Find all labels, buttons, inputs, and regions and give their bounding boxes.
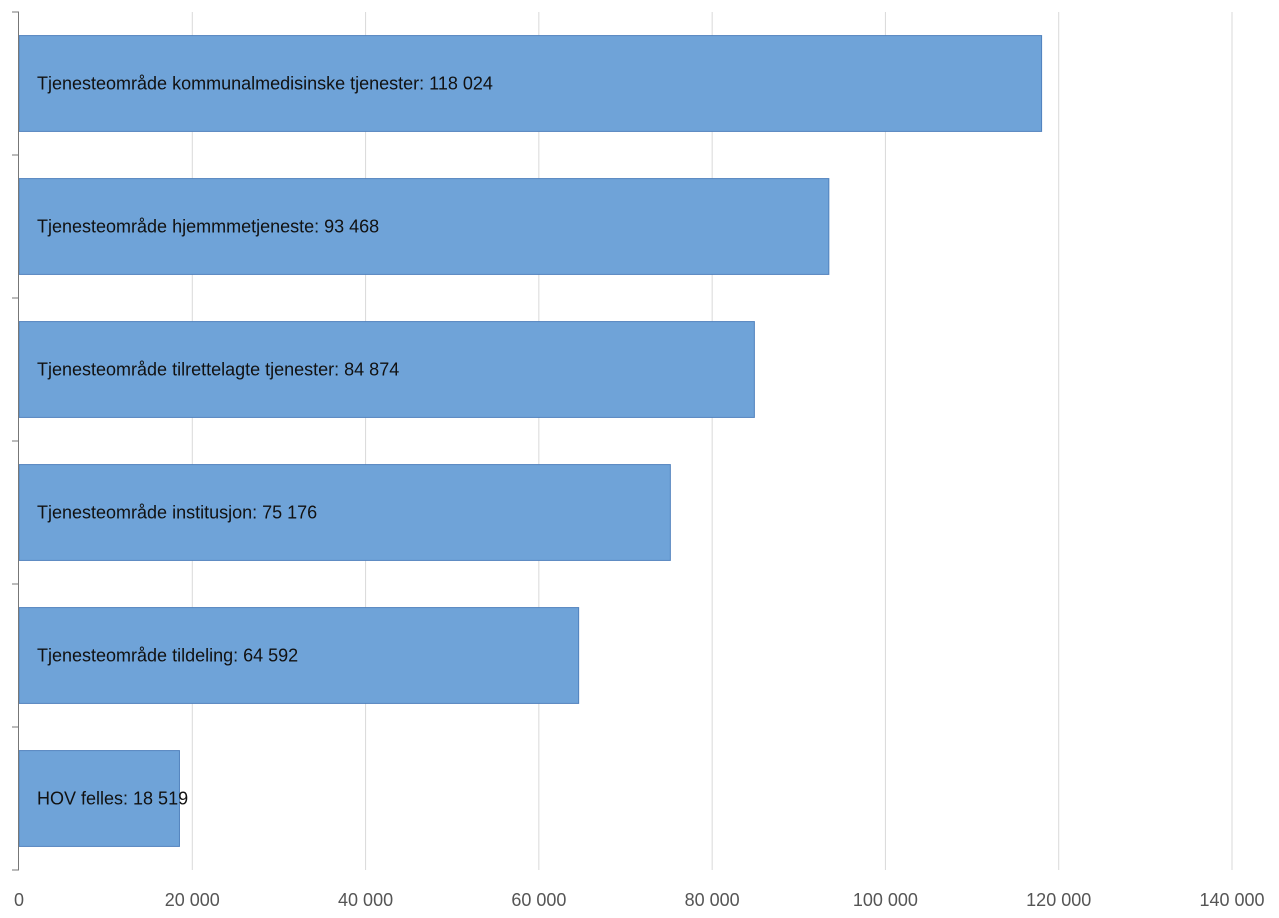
x-tick-label: 20 000 xyxy=(165,890,220,910)
x-tick-label: 120 000 xyxy=(1026,890,1091,910)
bar xyxy=(18,321,755,418)
data-labels: Tjenesteområde kommunalmedisinske tjenes… xyxy=(37,74,493,809)
bar-label: Tjenesteområde hjemmmetjeneste: 93 468 xyxy=(37,217,379,237)
bar xyxy=(18,178,830,275)
bar-label: Tjenesteområde institusjon: 75 176 xyxy=(37,503,317,523)
bar xyxy=(18,750,180,847)
bars xyxy=(18,35,1043,847)
x-tick-label: 60 000 xyxy=(511,890,566,910)
x-tick-label: 80 000 xyxy=(685,890,740,910)
x-tick-label: 40 000 xyxy=(338,890,393,910)
x-tick-label: 140 000 xyxy=(1199,890,1264,910)
x-tick-label: 100 000 xyxy=(853,890,918,910)
bar-label: HOV felles: 18 519 xyxy=(37,789,188,809)
x-tick-label: 0 xyxy=(14,890,24,910)
bar-label: Tjenesteområde tildeling: 64 592 xyxy=(37,646,298,666)
bar-label: Tjenesteområde tilrettelagte tjenester: … xyxy=(37,360,399,380)
axes: 0 20 000 40 000 60 000 80 000 100 000 120 000 1… xyxy=(12,11,1265,910)
bar-label: Tjenesteområde kommunalmedisinske tjenes… xyxy=(37,74,493,94)
bar xyxy=(18,35,1043,132)
bar xyxy=(18,464,671,561)
gridlines xyxy=(191,12,1233,870)
bar xyxy=(18,607,580,704)
